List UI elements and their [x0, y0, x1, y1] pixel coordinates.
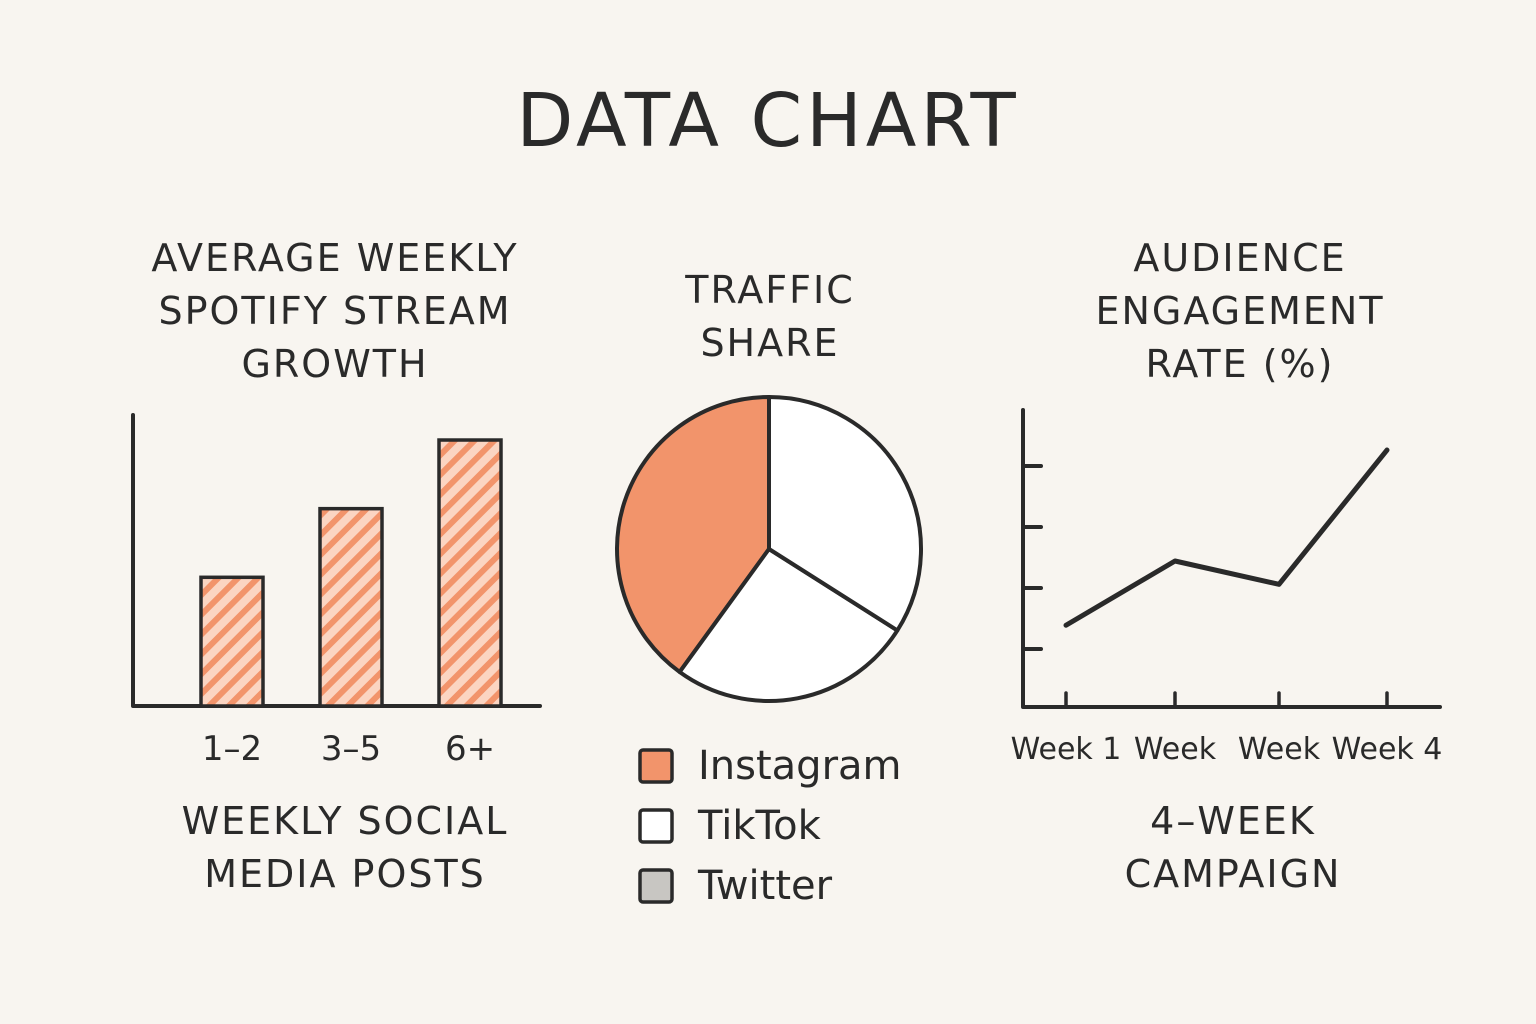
line-tick-label-1: Week 1 [1011, 732, 1122, 767]
pie-slice-tiktok [677, 547, 900, 703]
bar-axes [131, 413, 542, 708]
line-chart-title: AUDIENCE ENGAGEMENT RATE (%) [1095, 236, 1385, 386]
legend-label-tiktok: TikTok [697, 803, 822, 849]
engagement-line [1063, 447, 1390, 628]
bar-2 [318, 506, 384, 708]
line-axes [1021, 408, 1442, 709]
legend-swatch-tiktok [638, 808, 674, 844]
pie-slice-twitter [767, 395, 923, 633]
legend-label-twitter: Twitter [697, 863, 833, 909]
line-tick-label-4: Week 4 [1332, 732, 1443, 767]
pie-slice-instagram [615, 395, 771, 674]
line-chart: Week 1 Week Week Week 4 [1011, 408, 1443, 767]
bar-tick-label-3: 6+ [445, 729, 495, 769]
pie-chart-title: TRAFFIC SHARE [685, 268, 855, 365]
legend-swatch-instagram [638, 748, 674, 784]
line-tick-label-3: Week [1238, 732, 1321, 767]
bar-tick-label-1: 1–2 [202, 729, 262, 769]
line-tick-label-2: Week [1134, 732, 1217, 767]
bar-tick-label-2: 3–5 [321, 729, 381, 769]
page-title: DATA CHART [516, 78, 1020, 164]
bar-3 [437, 438, 503, 708]
bar-1 [199, 575, 265, 708]
bar-chart: 1–2 3–5 6+ [131, 413, 542, 769]
legend-label-instagram: Instagram [698, 743, 902, 789]
bar-chart-xlabel: WEEKLY SOCIAL MEDIA POSTS [181, 799, 509, 896]
line-chart-xlabel: 4–WEEK CAMPAIGN [1124, 799, 1342, 896]
bar-chart-title: AVERAGE WEEKLY SPOTIFY STREAM GROWTH [151, 236, 519, 386]
pie-chart: Instagram TikTok Twitter [615, 395, 923, 909]
legend-swatch-twitter [638, 868, 674, 904]
